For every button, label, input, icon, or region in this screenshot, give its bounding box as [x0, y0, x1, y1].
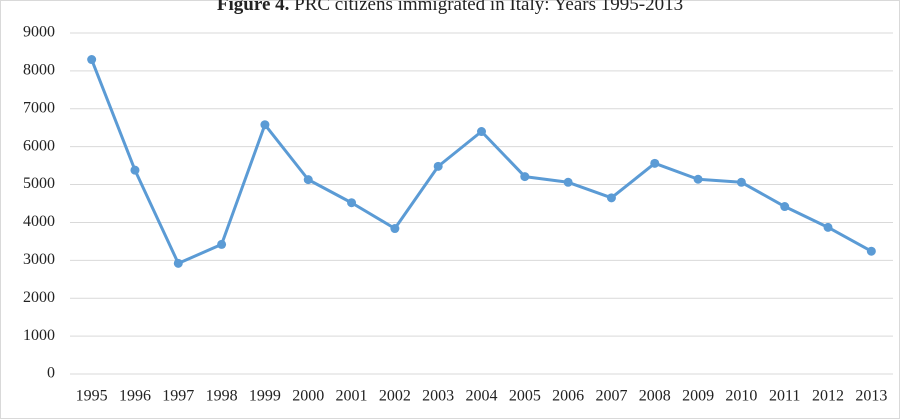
x-tick-label: 1998: [206, 388, 238, 405]
x-tick-label: 2004: [466, 388, 498, 405]
x-tick-label: 2013: [855, 388, 887, 405]
y-tick-label: 3000: [23, 251, 55, 268]
x-tick-label: 2000: [292, 388, 324, 405]
marker: [260, 120, 270, 130]
title-label: Figure 4.: [217, 0, 289, 15]
marker: [433, 161, 443, 171]
marker: [173, 258, 183, 268]
marker: [217, 239, 227, 249]
marker: [347, 198, 357, 208]
x-tick-label: 1996: [119, 388, 151, 405]
y-tick-label: 4000: [23, 213, 55, 230]
chart-title: Figure 4. PRC citizens immigrated in Ita…: [217, 0, 683, 15]
marker: [563, 177, 573, 187]
x-tick-label: 2009: [682, 388, 714, 405]
x-tick-label: 2003: [422, 388, 454, 405]
y-tick-label: 6000: [23, 137, 55, 154]
marker: [390, 224, 400, 234]
x-tick-label: 1997: [162, 388, 194, 405]
x-tick-label: 2010: [725, 388, 757, 405]
y-tick-label: 1000: [23, 327, 55, 344]
y-tick-label: 0: [47, 365, 55, 382]
x-tick-label: 2011: [769, 388, 800, 405]
x-tick-label: 1995: [76, 388, 108, 405]
marker: [87, 55, 97, 65]
marker: [866, 246, 876, 256]
x-tick-label: 2001: [336, 388, 368, 405]
marker: [303, 175, 313, 185]
x-tick-label: 2008: [639, 388, 671, 405]
y-tick-label: 7000: [23, 99, 55, 116]
marker: [823, 222, 833, 232]
marker: [780, 202, 790, 212]
x-tick-label: 2012: [812, 388, 844, 405]
y-tick-label: 9000: [23, 24, 55, 41]
title-text: PRC citizens immigrated in Italy: Years …: [294, 0, 683, 15]
x-tick-label: 2005: [509, 388, 541, 405]
x-tick-label: 2007: [595, 388, 627, 405]
y-tick-label: 8000: [23, 62, 55, 79]
marker: [736, 177, 746, 187]
y-tick-label: 5000: [23, 175, 55, 192]
x-tick-label: 1999: [249, 388, 281, 405]
marker: [693, 174, 703, 184]
x-tick-label: 2002: [379, 388, 411, 405]
x-tick-label: 2006: [552, 388, 584, 405]
marker: [520, 172, 530, 182]
y-tick-label: 2000: [23, 289, 55, 306]
marker: [606, 193, 616, 203]
marker: [477, 127, 486, 137]
marker: [650, 158, 660, 168]
marker: [130, 165, 140, 175]
